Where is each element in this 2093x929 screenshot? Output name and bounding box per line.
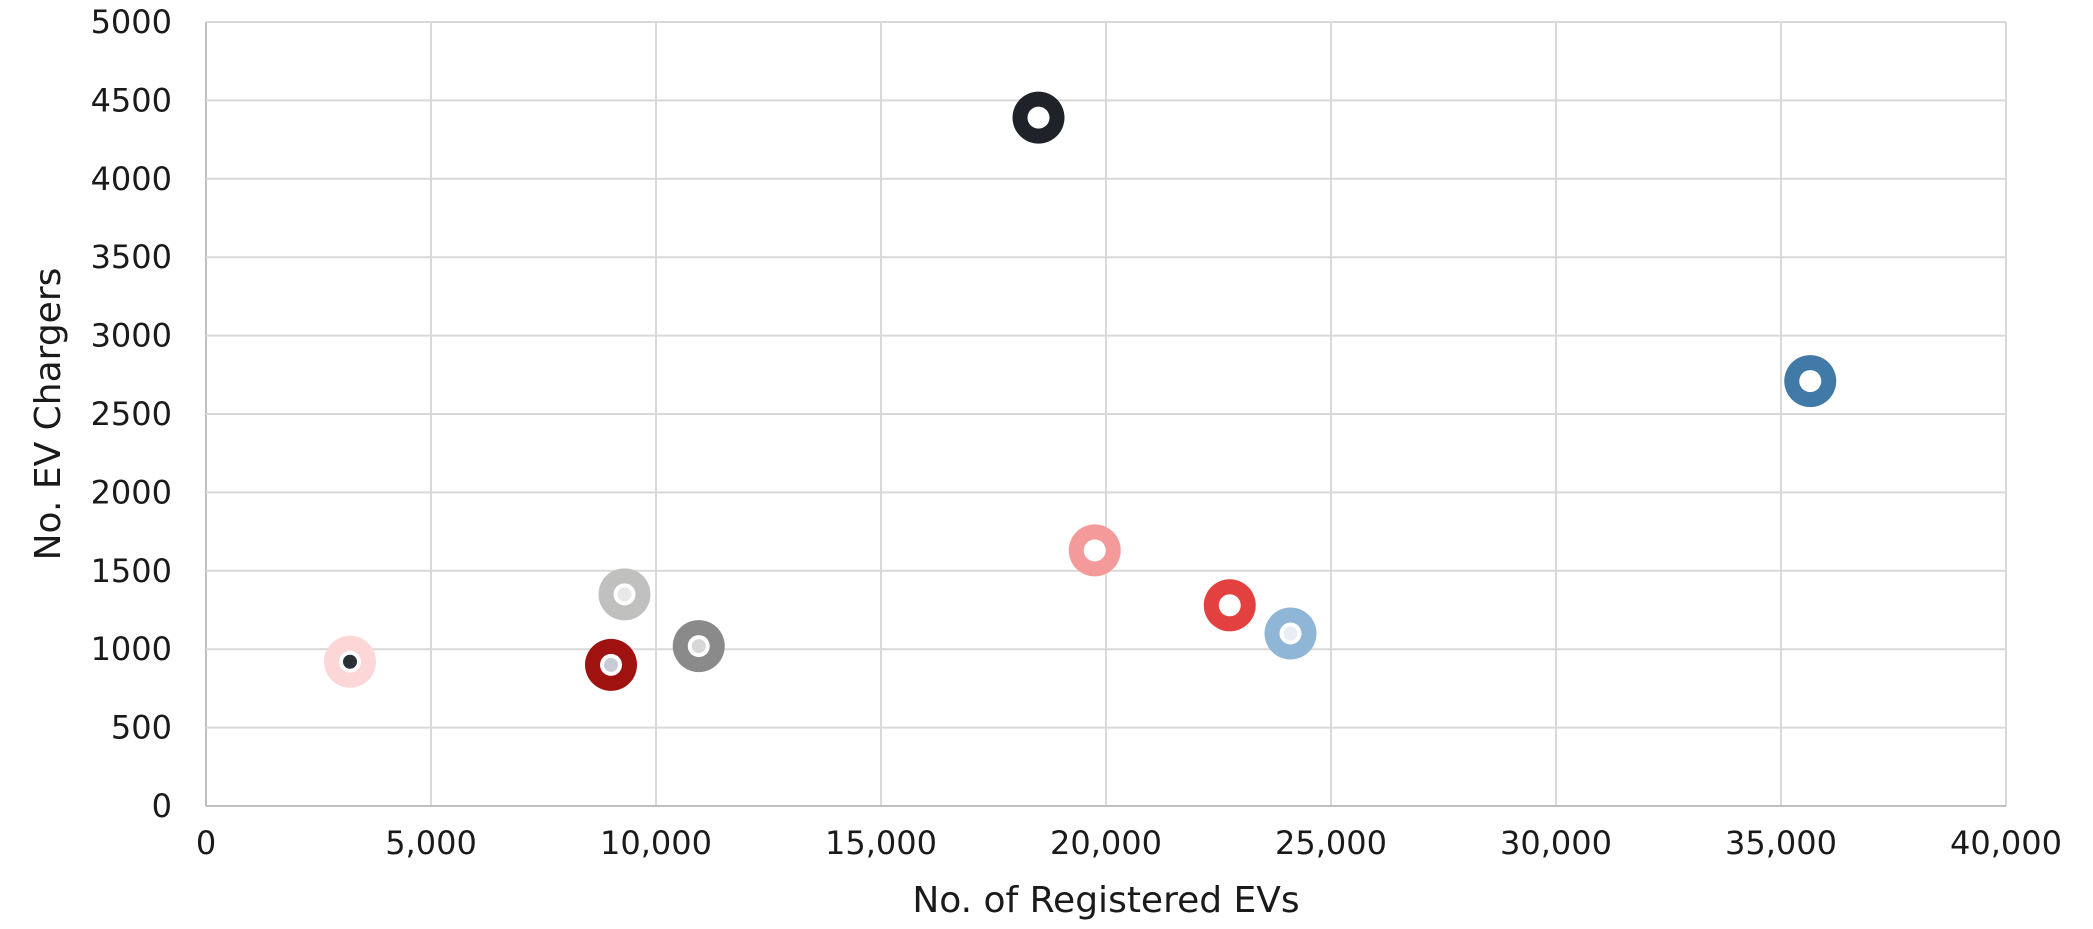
data-point — [324, 635, 376, 688]
y-tick-label: 1500 — [91, 552, 172, 590]
data-point — [1068, 524, 1121, 577]
marker-center — [691, 639, 706, 654]
x-tick-label: 20,000 — [1050, 824, 1162, 862]
data-point — [585, 638, 637, 691]
marker-center — [1087, 543, 1102, 558]
x-tick-label: 30,000 — [1500, 824, 1612, 862]
x-tick-label: 35,000 — [1725, 824, 1837, 862]
marker-center — [1803, 374, 1818, 389]
x-tick-label: 0 — [196, 824, 216, 862]
data-point — [672, 620, 725, 673]
data-point — [1264, 607, 1317, 660]
x-axis-title: No. of Registered EVs — [912, 880, 1299, 921]
marker-center — [604, 657, 618, 672]
marker-center — [343, 654, 357, 669]
marker-center — [1283, 626, 1298, 641]
x-tick-labels: 0 5,000 10,000 15,000 20,000 25,000 30,000 35,0… — [196, 824, 2062, 862]
marker-center — [1222, 598, 1237, 613]
y-tick-label: 2000 — [91, 473, 172, 511]
y-tick-label: 4500 — [91, 81, 172, 119]
y-axis-title: No. EV Chargers — [28, 268, 69, 561]
y-tick-label: 2500 — [91, 395, 172, 433]
data-points — [324, 91, 1837, 691]
marker-center — [1031, 110, 1046, 125]
data-point — [598, 568, 651, 621]
x-tick-label: 5,000 — [385, 824, 477, 862]
y-tick-labels: 0 500 1000 1500 2000 2500 3000 3500 4000 4500 5000 — [91, 3, 172, 825]
marker-center — [617, 587, 632, 602]
y-tick-label: 5000 — [91, 3, 172, 41]
y-tick-label: 3000 — [91, 317, 172, 355]
x-tick-label: 25,000 — [1275, 824, 1387, 862]
x-tick-label: 40,000 — [1950, 824, 2062, 862]
x-tick-label: 10,000 — [600, 824, 712, 862]
y-tick-label: 500 — [111, 709, 172, 747]
data-point — [1203, 579, 1256, 632]
y-tick-label: 0 — [152, 787, 172, 825]
y-tick-label: 4000 — [91, 160, 172, 198]
y-tick-label: 3500 — [91, 238, 172, 276]
grid — [205, 21, 2007, 807]
x-tick-label: 15,000 — [825, 824, 937, 862]
data-point — [1012, 91, 1065, 144]
y-tick-label: 1000 — [91, 630, 172, 668]
data-point — [1784, 355, 1837, 408]
